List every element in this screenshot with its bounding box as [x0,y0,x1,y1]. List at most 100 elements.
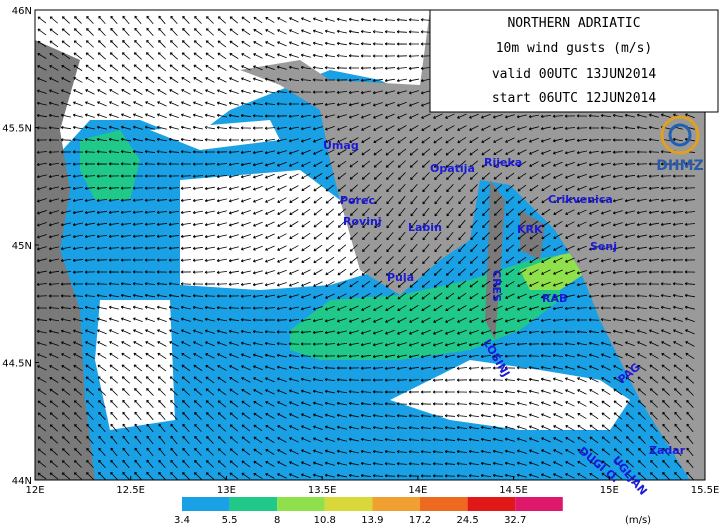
wind-arrow [170,423,178,433]
wind-arrow [156,246,168,250]
wind-arrow [193,376,203,384]
wind-arrow [37,424,47,432]
wind-arrow [73,353,83,359]
wind-arrow [144,282,156,286]
wind-arrow [337,256,347,264]
wind-arrow [229,460,239,468]
wind-arrow [229,412,239,420]
wind-arrow [600,174,611,179]
wind-arrow [204,198,215,203]
wind-arrow [180,174,192,178]
wind-arrow [168,162,180,166]
wind-arrow [457,268,466,276]
wind-arrow [337,281,347,288]
wind-arrow [144,186,156,190]
wind-arrow [613,376,623,383]
wind-arrow [241,40,251,48]
wind-arrow [612,341,623,346]
wind-arrow [660,150,672,154]
wind-arrow [180,258,192,262]
wind-arrow [433,125,443,131]
wind-arrow [529,232,539,240]
wind-arrow [396,474,408,478]
wind-arrow [650,472,658,480]
wind-arrow [516,342,528,346]
wind-arrow [674,423,682,433]
wind-arrow [601,412,611,420]
wind-arrow [144,137,155,142]
wind-arrow [121,64,131,72]
wind-arrow [588,294,600,298]
wind-arrow [37,377,47,383]
wind-arrow [252,138,264,142]
wind-arrow [134,399,142,408]
wind-arrow [180,294,192,298]
wind-arrow [457,317,467,323]
wind-arrow [253,233,263,239]
wind-arrow [108,246,120,250]
wind-arrow [348,42,360,46]
wind-arrow [636,113,647,118]
wind-arrow [48,113,59,118]
wind-arrow [145,376,155,384]
wind-arrow [324,377,336,382]
wind-arrow [300,377,311,382]
wind-arrow [108,186,120,190]
wind-arrow [360,413,372,418]
wind-arrow [360,390,372,394]
wind-arrow [517,220,527,228]
wind-arrow [204,210,215,215]
wind-arrow [146,423,154,433]
wind-arrow [229,436,239,444]
wind-arrow [134,40,142,48]
wind-arrow [97,101,107,107]
wind-arrow [577,436,587,444]
wind-arrow [336,330,347,335]
wind-arrow [300,114,312,119]
wind-arrow [36,174,47,179]
wind-arrow [540,365,551,370]
wind-arrow [420,402,432,406]
wind-arrow [132,282,144,286]
wind-arrow [565,233,575,239]
wind-arrow [685,352,695,360]
wind-arrow [588,306,600,310]
wind-arrow [324,354,336,358]
wind-arrow [240,246,251,251]
wind-arrow [528,318,539,323]
wind-arrow [362,232,370,240]
wind-arrow [564,150,575,155]
wind-arrow [565,245,575,251]
wind-arrow [217,388,227,396]
wind-arrow [396,426,408,430]
wind-arrow [84,186,96,190]
wind-arrow [589,233,599,239]
wind-arrow [648,317,659,322]
wind-arrow [289,173,299,179]
x-tick-label: 13E [217,485,236,496]
wind-arrow [409,160,418,168]
wind-arrow [72,198,83,203]
wind-arrow [577,233,587,239]
wind-arrow [468,402,480,406]
wind-arrow [600,186,611,191]
wind-arrow [253,197,263,203]
wind-arrow [625,400,635,408]
wind-arrow [216,258,227,263]
wind-arrow [576,138,588,143]
wind-arrow [300,53,311,58]
wind-arrow [301,161,311,167]
wind-arrow [253,209,263,215]
wind-arrow [625,412,634,420]
wind-arrow [134,471,142,480]
wind-arrow [349,280,359,288]
wind-arrow [494,208,502,216]
wind-arrow [553,413,563,419]
wind-arrow [288,318,300,322]
wind-arrow [600,258,611,263]
wind-arrow [228,198,239,203]
wind-arrow [372,102,383,107]
wind-arrow [650,400,658,408]
wind-arrow [146,447,154,457]
wind-arrow [445,292,455,300]
